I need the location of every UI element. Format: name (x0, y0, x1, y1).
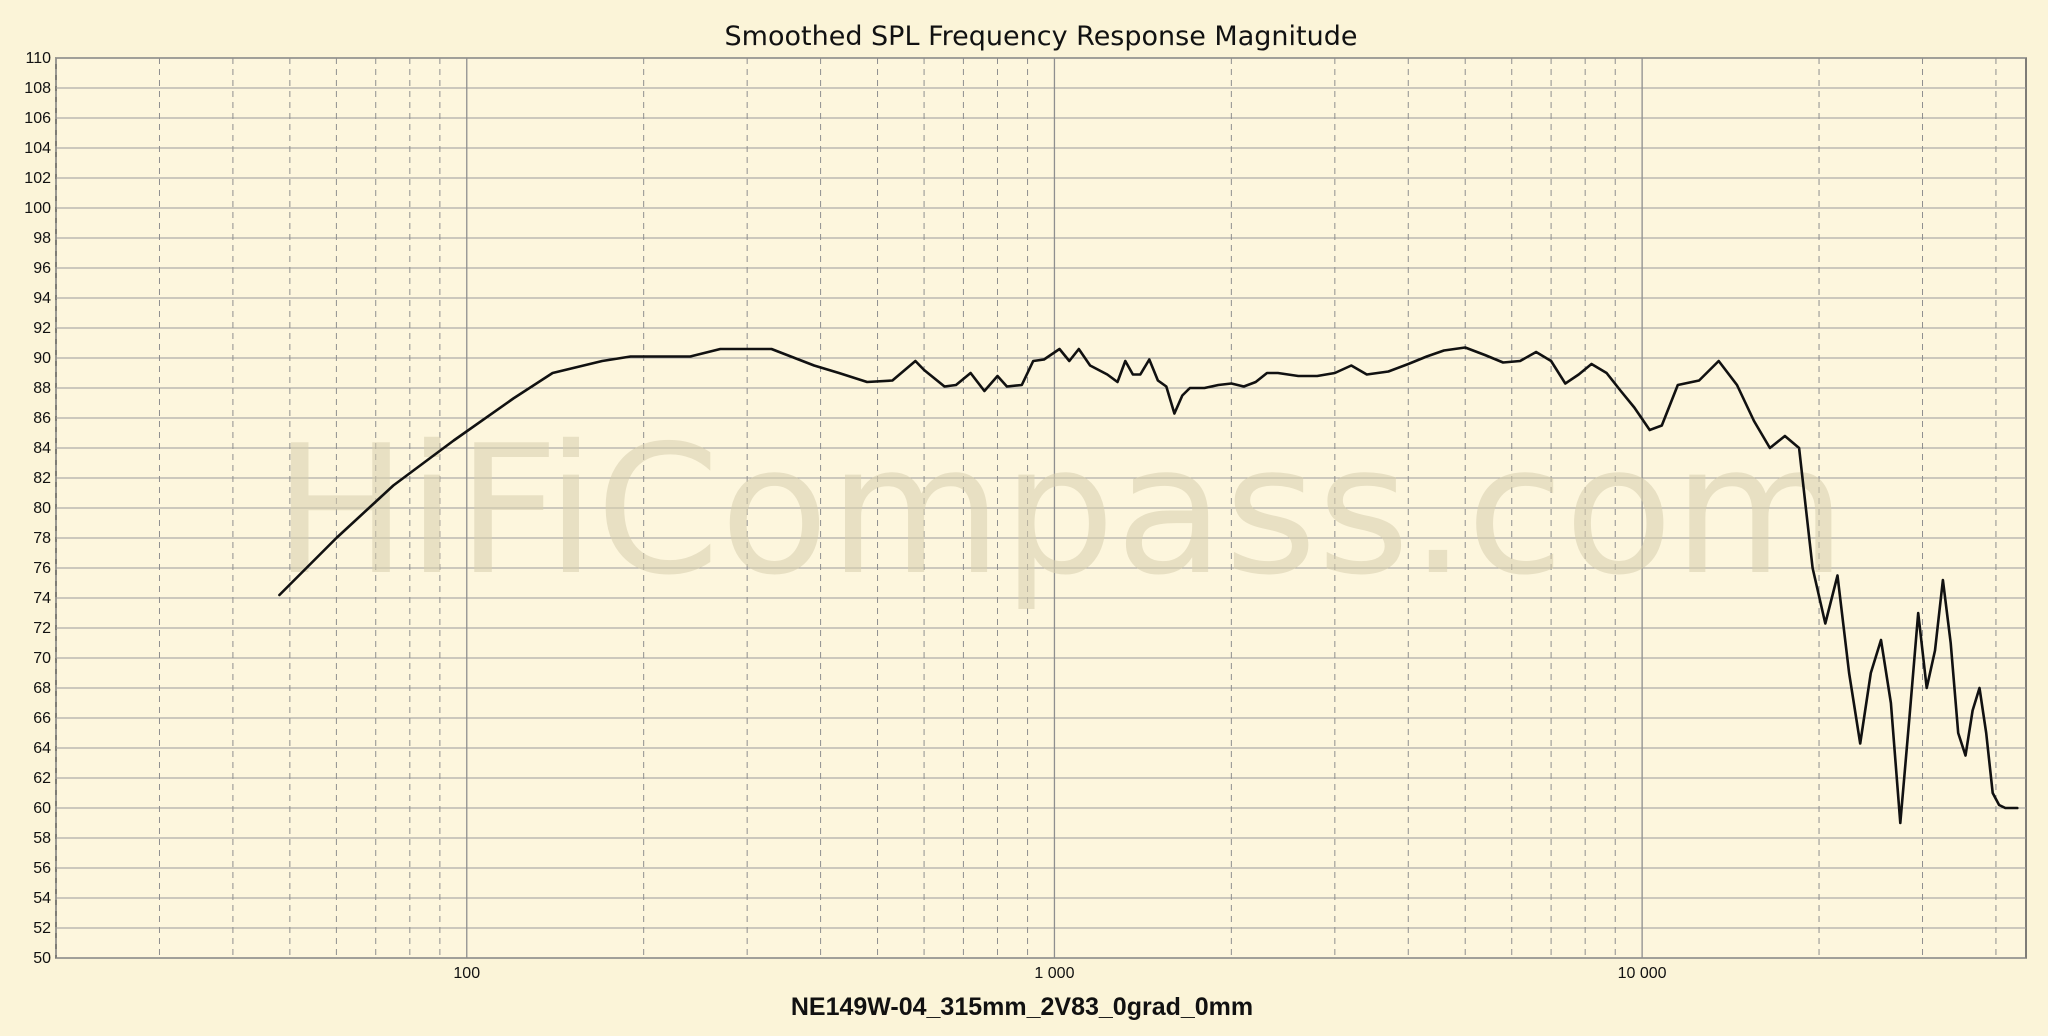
y-tick-label: 86 (33, 410, 51, 427)
y-tick-label: 52 (33, 920, 51, 937)
y-tick-label: 102 (24, 170, 51, 187)
watermark: HiFiCompass.com (273, 407, 1846, 614)
y-tick-label: 100 (24, 200, 51, 217)
y-tick-label: 106 (24, 110, 51, 127)
y-tick-label: 74 (33, 590, 51, 607)
y-tick-label: 90 (33, 350, 51, 367)
y-tick-label: 94 (33, 290, 51, 307)
y-tick-label: 110 (25, 50, 51, 67)
y-tick-label: 88 (33, 380, 51, 397)
y-tick-label: 108 (24, 80, 51, 97)
y-tick-label: 76 (33, 560, 51, 577)
y-tick-label: 96 (33, 260, 51, 277)
y-tick-label: 60 (33, 800, 51, 817)
x-tick-label: 1 000 (1034, 965, 1074, 982)
grid (55, 57, 2026, 959)
y-tick-label: 58 (33, 830, 51, 847)
spl-response-line (278, 346, 2019, 825)
x-tick-label: 100 (453, 965, 480, 982)
x-axis-ticks: 100 1 000 10 000 (453, 965, 1666, 982)
y-tick-label: 68 (33, 680, 51, 697)
y-tick-label: 82 (33, 470, 51, 487)
x-axis-label: NE149W-04_315mm_2V83_0grad_0mm (791, 993, 1253, 1021)
y-tick-label: 104 (24, 140, 51, 157)
y-tick-label: 62 (33, 770, 51, 787)
y-tick-label: 66 (33, 710, 51, 727)
x-tick-label: 10 000 (1618, 965, 1667, 982)
y-tick-label: 54 (33, 890, 51, 907)
y-tick-label: 64 (33, 740, 51, 757)
y-tick-label: 78 (33, 530, 51, 547)
chart-title: Smoothed SPL Frequency Response Magnitud… (725, 21, 1358, 52)
y-tick-label: 56 (33, 860, 51, 877)
y-tick-label: 70 (33, 650, 51, 667)
y-tick-label: 98 (33, 230, 51, 247)
y-tick-label: 92 (33, 320, 51, 337)
y-axis-ticks: 50 52 54 56 58 60 62 64 66 68 70 72 74 76 78 80 82 84 86 88… (24, 50, 51, 967)
y-tick-label: 84 (33, 440, 51, 457)
y-tick-label: 50 (33, 950, 51, 967)
y-tick-label: 80 (33, 500, 51, 517)
y-tick-label: 72 (33, 620, 51, 637)
